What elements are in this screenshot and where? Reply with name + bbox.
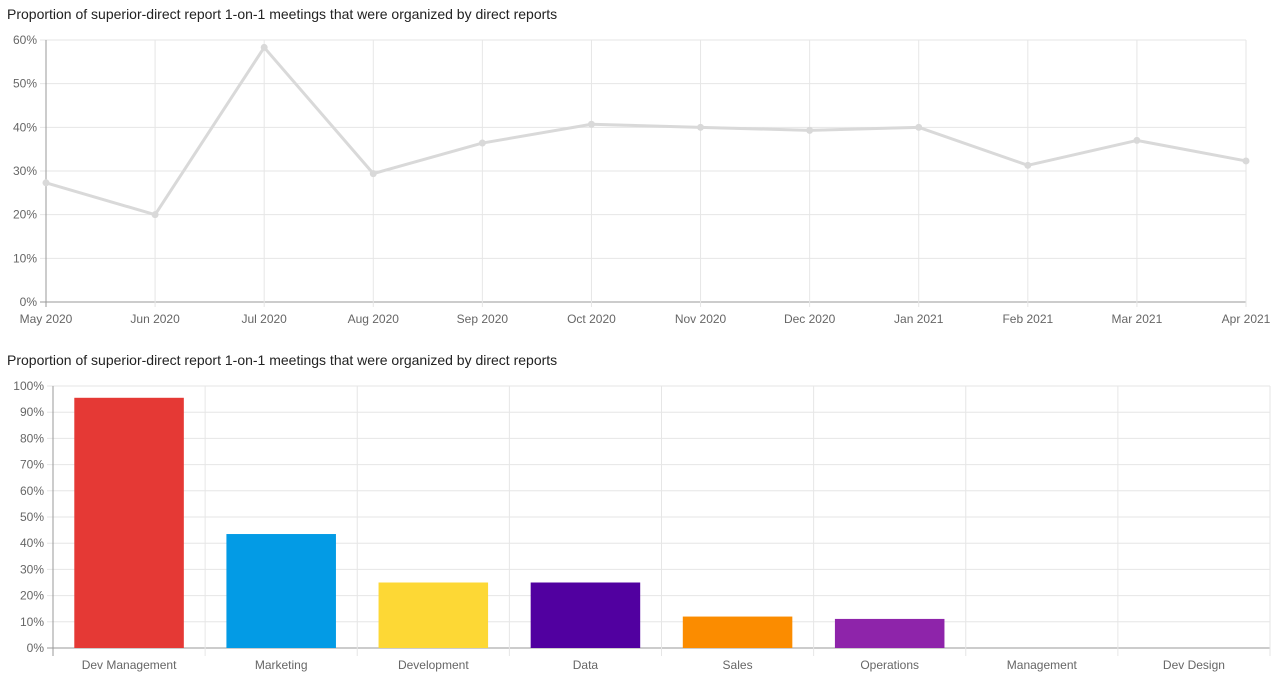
- y-tick-label: 0%: [27, 641, 45, 655]
- y-tick-label: 60%: [20, 484, 44, 498]
- data-point: [1242, 157, 1250, 165]
- x-tick-label: Jul 2020: [241, 312, 287, 326]
- x-tick-label: Sep 2020: [457, 312, 509, 326]
- series-line: [45, 45, 1247, 217]
- x-tick-label: Jan 2021: [894, 312, 944, 326]
- x-tick-label: Dev Management: [82, 658, 177, 672]
- y-tick-label: 10%: [20, 615, 44, 629]
- bar: [74, 397, 184, 648]
- x-tick-label: May 2020: [20, 312, 73, 326]
- y-tick-label: 10%: [13, 251, 37, 265]
- x-tick-label: Management: [1007, 658, 1078, 672]
- x-tick-label: Feb 2021: [1002, 312, 1053, 326]
- x-tick-label: Jun 2020: [130, 312, 180, 326]
- y-tick-label: 40%: [13, 120, 37, 134]
- bar-chart-title: Proportion of superior-direct report 1-o…: [7, 352, 558, 368]
- x-tick-label: Aug 2020: [348, 312, 400, 326]
- bar: [378, 582, 489, 648]
- x-tick-label: Operations: [860, 658, 919, 672]
- data-point: [478, 139, 486, 147]
- data-point: [369, 170, 377, 178]
- y-tick-label: 80%: [20, 431, 44, 445]
- y-tick-label: 90%: [20, 405, 44, 419]
- data-point: [1024, 161, 1032, 169]
- data-point: [42, 179, 50, 187]
- data-point: [915, 123, 923, 131]
- y-tick-label: 30%: [20, 562, 44, 576]
- y-tick-label: 0%: [20, 295, 38, 309]
- x-tick-label: Data: [573, 658, 599, 672]
- x-tick-label: Nov 2020: [675, 312, 727, 326]
- y-tick-label: 70%: [20, 458, 44, 472]
- bar: [682, 616, 793, 648]
- data-point: [806, 126, 814, 134]
- y-tick-label: 50%: [20, 510, 44, 524]
- x-tick-label: Development: [398, 658, 469, 672]
- x-tick-label: Marketing: [255, 658, 308, 672]
- y-tick-label: 40%: [20, 536, 44, 550]
- y-tick-label: 30%: [13, 164, 37, 178]
- bar: [834, 618, 945, 648]
- x-tick-label: Oct 2020: [567, 312, 616, 326]
- y-tick-label: 60%: [13, 33, 37, 47]
- x-tick-label: Dec 2020: [784, 312, 836, 326]
- data-point: [151, 211, 159, 219]
- data-point: [697, 123, 705, 131]
- y-tick-label: 20%: [20, 589, 44, 603]
- bar: [530, 582, 641, 648]
- data-point: [587, 120, 595, 128]
- x-tick-label: Mar 2021: [1112, 312, 1163, 326]
- bar: [226, 534, 336, 648]
- y-tick-label: 100%: [13, 379, 44, 393]
- y-tick-label: 50%: [13, 77, 37, 91]
- x-tick-label: Apr 2021: [1222, 312, 1271, 326]
- line-chart-title: Proportion of superior-direct report 1-o…: [7, 6, 558, 22]
- data-point: [260, 43, 268, 51]
- line-chart: 0% 10% 20% 30% 40% 50% 60% May 2020 Jun 2020 Jul …: [13, 33, 1271, 326]
- x-tick-label: Sales: [723, 658, 753, 672]
- y-tick-label: 20%: [13, 208, 37, 222]
- x-tick-label: Dev Design: [1163, 658, 1225, 672]
- data-point: [1133, 136, 1141, 144]
